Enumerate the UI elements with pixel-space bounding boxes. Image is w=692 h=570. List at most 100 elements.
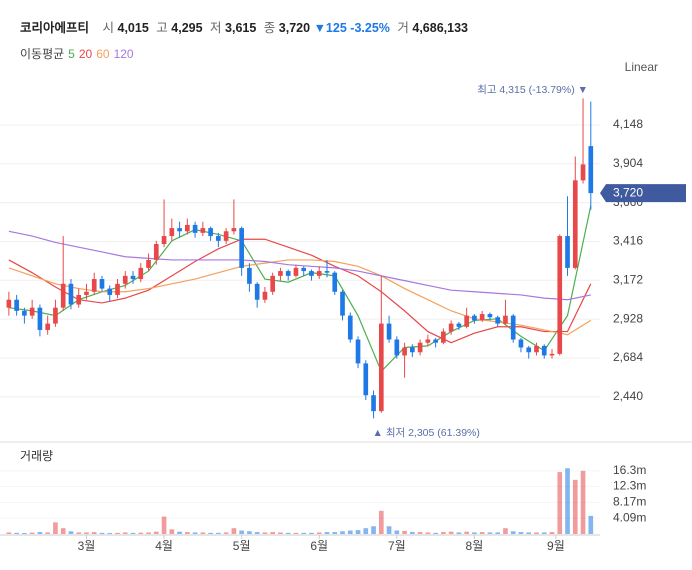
candle-body bbox=[456, 323, 462, 327]
candle-body bbox=[472, 315, 477, 321]
ma-line bbox=[8, 259, 592, 336]
candle-body bbox=[347, 315, 353, 340]
volume-bar bbox=[192, 532, 198, 534]
volume-bar bbox=[332, 532, 338, 534]
volume-bar bbox=[91, 532, 97, 534]
candle-body bbox=[53, 307, 58, 324]
volume-bar bbox=[177, 531, 182, 534]
volume-bar bbox=[107, 533, 113, 534]
candle-body bbox=[510, 315, 516, 340]
volume-bar bbox=[355, 530, 361, 534]
ma-line bbox=[8, 230, 591, 301]
volume-bar bbox=[14, 532, 19, 534]
candle-body bbox=[441, 331, 446, 343]
candle-body bbox=[355, 339, 361, 364]
candle-body bbox=[549, 353, 555, 356]
y-tick-label: 2,440 bbox=[613, 389, 643, 403]
candle-body bbox=[316, 271, 322, 276]
candle-body bbox=[45, 323, 51, 330]
volume-bar bbox=[526, 532, 532, 534]
candle-body bbox=[29, 307, 35, 316]
x-tick-label: 4월 bbox=[155, 539, 173, 553]
y-tick-label: 3,904 bbox=[613, 156, 643, 170]
volume-bar bbox=[425, 532, 431, 534]
candle-body bbox=[122, 275, 128, 284]
candle-body bbox=[495, 317, 501, 324]
volume-tick-label: 16.3m bbox=[613, 463, 646, 477]
candle-body bbox=[580, 164, 586, 181]
volume-bar bbox=[417, 532, 423, 534]
x-tick-label: 3월 bbox=[78, 539, 96, 553]
volume-tick-label: 8.17m bbox=[613, 495, 646, 509]
ma-legend-item: 60 bbox=[96, 47, 110, 61]
candle-body bbox=[169, 228, 175, 237]
volume-bar bbox=[45, 532, 51, 534]
candle-body bbox=[60, 283, 66, 308]
volume-bar bbox=[340, 531, 345, 534]
candle-body bbox=[402, 347, 407, 356]
candle-body bbox=[153, 244, 159, 260]
volume-bar bbox=[549, 532, 555, 534]
volume-bar bbox=[394, 530, 400, 534]
volume-bar bbox=[472, 532, 477, 534]
candle-body bbox=[185, 224, 190, 232]
candle-body bbox=[91, 279, 97, 292]
volume-bar bbox=[37, 532, 43, 534]
volume-bar bbox=[247, 531, 252, 534]
candle-body bbox=[84, 291, 89, 295]
candle-body bbox=[572, 180, 578, 268]
volume-bar bbox=[99, 532, 105, 534]
volume-bar bbox=[216, 532, 221, 534]
ma-legend-item: 120 bbox=[113, 47, 134, 61]
volume-bar bbox=[60, 528, 66, 534]
candle-body bbox=[518, 339, 524, 348]
value: 4,686,133 bbox=[412, 21, 468, 35]
volume-bar bbox=[301, 532, 307, 534]
candle-body bbox=[588, 146, 594, 194]
y-tick-label: 4,148 bbox=[613, 117, 643, 131]
volume-bar bbox=[541, 532, 547, 534]
candle-body bbox=[99, 279, 105, 289]
volume-bar bbox=[448, 531, 454, 534]
volume-bar bbox=[580, 470, 586, 534]
volume-bar bbox=[371, 526, 376, 534]
candle-body bbox=[231, 228, 237, 232]
ma-line bbox=[8, 205, 592, 373]
candle-body bbox=[76, 294, 82, 305]
label: 고 bbox=[156, 21, 168, 35]
ma-title: 이동평균 bbox=[20, 47, 65, 61]
volume-bar bbox=[347, 530, 353, 534]
volume-bar bbox=[122, 532, 128, 534]
candle-body bbox=[557, 236, 563, 354]
candle-body bbox=[254, 283, 260, 300]
candle-body bbox=[285, 271, 291, 276]
change: ▼125 bbox=[313, 21, 347, 35]
volume-bar bbox=[285, 532, 291, 534]
volume-bar bbox=[557, 472, 563, 534]
candle-body bbox=[208, 228, 213, 237]
candle-body bbox=[340, 291, 345, 316]
candle-body bbox=[487, 314, 493, 318]
candle-body bbox=[138, 267, 144, 280]
high-note: 최고 4,315 (-13.79%) ▼ bbox=[477, 84, 588, 96]
y-tick-label: 3,172 bbox=[613, 272, 643, 286]
volume-bar bbox=[68, 531, 74, 534]
value: 4,015 bbox=[117, 21, 149, 35]
candle-body bbox=[425, 339, 431, 343]
candle-body bbox=[433, 339, 438, 343]
y-tick-label: 2,928 bbox=[613, 311, 643, 325]
volume-bar bbox=[169, 529, 175, 534]
volume-bar bbox=[262, 532, 268, 534]
candle-body bbox=[247, 267, 252, 284]
volume-bar bbox=[223, 532, 229, 534]
volume-bar bbox=[487, 532, 493, 534]
header: 코리아에프티 시 4,015 고 4,295 저 3,615 종 3,720 ▼… bbox=[20, 17, 468, 36]
volume-bar bbox=[441, 532, 446, 534]
volume-bar bbox=[53, 522, 58, 534]
volume-bar bbox=[309, 532, 314, 534]
candle-body bbox=[216, 236, 221, 241]
volume-bar bbox=[378, 510, 384, 534]
candle-body bbox=[464, 315, 469, 327]
